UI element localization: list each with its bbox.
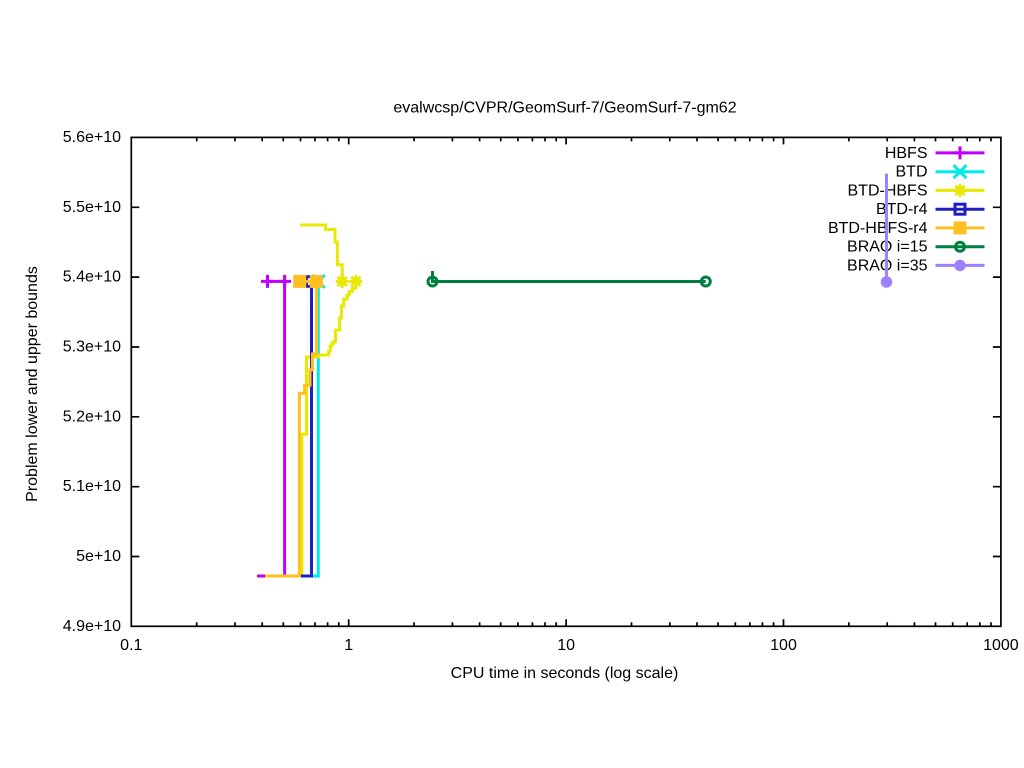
svg-text:5.3e+10: 5.3e+10 (63, 339, 121, 356)
svg-text:5.2e+10: 5.2e+10 (63, 408, 121, 425)
svg-text:BTD: BTD (896, 164, 928, 181)
svg-text:CPU time in seconds (log scale: CPU time in seconds (log scale) (451, 665, 679, 682)
svg-text:1: 1 (344, 637, 353, 654)
svg-text:Problem lower and upper bounds: Problem lower and upper bounds (24, 266, 41, 502)
svg-text:10: 10 (557, 637, 575, 654)
svg-text:5.4e+10: 5.4e+10 (63, 269, 121, 286)
svg-text:4.9e+10: 4.9e+10 (63, 618, 121, 635)
svg-text:5e+10: 5e+10 (76, 548, 121, 565)
svg-text:5.1e+10: 5.1e+10 (63, 478, 121, 495)
svg-text:HBFS: HBFS (885, 145, 928, 162)
svg-text:BTD-r4: BTD-r4 (876, 201, 928, 218)
svg-text:5.6e+10: 5.6e+10 (63, 129, 121, 146)
svg-text:100: 100 (770, 637, 797, 654)
svg-text:BTD-HBFS-r4: BTD-HBFS-r4 (828, 220, 928, 237)
svg-text:evalwcsp/CVPR/GeomSurf-7/GeomS: evalwcsp/CVPR/GeomSurf-7/GeomSurf-7-gm62 (393, 100, 736, 117)
svg-text:5.5e+10: 5.5e+10 (63, 199, 121, 216)
svg-text:0.1: 0.1 (120, 637, 142, 654)
svg-text:1000: 1000 (983, 637, 1019, 654)
